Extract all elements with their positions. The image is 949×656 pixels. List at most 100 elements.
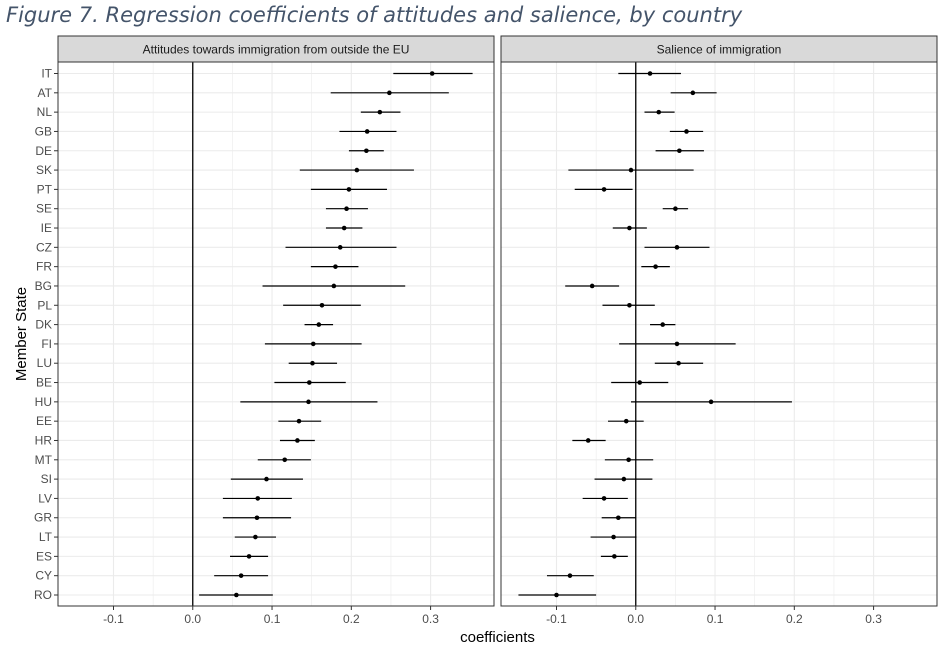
y-tick-label-DE: DE: [35, 144, 52, 158]
point-IT: [429, 71, 435, 76]
point-PL: [319, 302, 325, 308]
y-tick-label-BE: BE: [36, 376, 52, 390]
y-axis-title: Member State: [13, 287, 30, 381]
point-CZ: [674, 245, 680, 250]
y-tick-label-CY: CY: [35, 569, 52, 583]
point-HR: [295, 438, 300, 443]
point-GB: [684, 129, 689, 134]
point-AT: [387, 90, 392, 96]
x-tick-label: 0.1: [707, 612, 724, 626]
x-tick-label: -0.1: [103, 612, 124, 626]
panel-background: [58, 62, 494, 606]
point-LT: [253, 534, 258, 540]
point-EE: [623, 418, 629, 424]
x-tick-label: 0.1: [264, 612, 281, 626]
point-BE: [306, 380, 312, 385]
y-tick-label-FI: FI: [41, 337, 52, 351]
point-PT: [346, 187, 352, 192]
facet-strip: [500, 35, 938, 63]
point-SK: [354, 167, 360, 173]
point-ES: [246, 554, 252, 559]
point-PL: [627, 302, 632, 308]
point-NL: [656, 109, 662, 115]
point-SE: [344, 206, 349, 212]
point-IE: [627, 225, 632, 231]
point-LV: [255, 496, 261, 501]
point-SI: [264, 476, 269, 482]
point-BG: [589, 283, 595, 289]
point-MT: [626, 457, 631, 463]
point-FI: [310, 341, 316, 347]
panel-2: Salience of immigration -0.1 0.0 0.1 0.2 0.3: [500, 35, 938, 626]
y-tick-label-BG: BG: [35, 279, 52, 293]
figure-title: Figure 7. Regression coefficients of att…: [6, 3, 743, 27]
point-CY: [567, 573, 573, 578]
point-LT: [611, 534, 616, 540]
point-PT: [601, 187, 607, 192]
point-GR: [616, 515, 621, 521]
facet-strip-title: Attitudes towards immigration from outsi…: [143, 43, 410, 57]
y-tick-label-LU: LU: [37, 356, 52, 370]
point-IE: [341, 225, 347, 231]
point-DK: [316, 322, 322, 327]
point-CY: [238, 573, 244, 578]
point-RO: [234, 592, 239, 598]
point-RO: [554, 592, 559, 598]
y-tick-label-DK: DK: [35, 318, 52, 332]
point-EE: [296, 418, 302, 424]
point-LU: [676, 360, 681, 366]
point-LU: [310, 360, 315, 366]
y-tick-label-GB: GB: [35, 124, 52, 138]
y-tick-label-SK: SK: [36, 163, 52, 177]
y-tick-label-GR: GR: [34, 511, 52, 525]
y-tick-label-MT: MT: [35, 453, 53, 467]
x-tick-label: 0.2: [343, 612, 360, 626]
y-tick-label-IE: IE: [41, 221, 52, 235]
point-FI: [674, 341, 680, 347]
point-SK: [628, 167, 634, 173]
y-tick-label-PT: PT: [37, 182, 53, 196]
y-tick-label-ES: ES: [36, 549, 52, 563]
point-DE: [364, 148, 369, 154]
point-BG: [331, 283, 337, 289]
point-FR: [653, 264, 658, 269]
point-SI: [621, 476, 627, 482]
point-HR: [585, 438, 591, 443]
point-LV: [601, 496, 607, 501]
y-tick-label-LT: LT: [39, 530, 53, 544]
x-tick-label: -0.1: [546, 612, 567, 626]
facet-strip: [57, 35, 495, 63]
point-DK: [660, 322, 666, 327]
point-HU: [708, 399, 714, 405]
y-tick-label-HU: HU: [35, 395, 52, 409]
y-tick-label-NL: NL: [37, 105, 53, 119]
y-tick-label-AT: AT: [38, 86, 53, 100]
point-DE: [677, 148, 682, 154]
y-axis: IT AT NL GB DE SK PT SE IE CZ FR BG PL DK FI LU BE HU EE HR…: [34, 67, 58, 602]
y-tick-label-SI: SI: [41, 472, 52, 486]
facet-strip-title: Salience of immigration: [657, 43, 782, 57]
point-SE: [673, 206, 678, 212]
point-IT: [647, 71, 653, 76]
x-tick-label: 0.3: [865, 612, 882, 626]
point-HU: [306, 399, 311, 405]
panel-1: Attitudes towards immigration from outsi…: [57, 35, 495, 626]
x-tick-label: 0.0: [184, 612, 201, 626]
point-MT: [282, 457, 288, 463]
x-tick-label: 0.0: [627, 612, 644, 626]
point-CZ: [337, 245, 343, 250]
point-AT: [690, 90, 696, 96]
y-tick-label-CZ: CZ: [36, 240, 52, 254]
panel-background: [501, 62, 937, 606]
point-BE: [637, 380, 643, 385]
y-tick-label-FR: FR: [36, 260, 52, 274]
y-tick-label-HR: HR: [35, 433, 53, 447]
y-tick-label-RO: RO: [34, 588, 52, 602]
point-ES: [612, 554, 617, 559]
x-axis-title: coefficients: [460, 629, 535, 646]
point-GR: [254, 515, 260, 521]
y-tick-label-LV: LV: [38, 491, 52, 505]
y-tick-label-SE: SE: [36, 202, 52, 216]
x-tick-label: 0.2: [786, 612, 803, 626]
